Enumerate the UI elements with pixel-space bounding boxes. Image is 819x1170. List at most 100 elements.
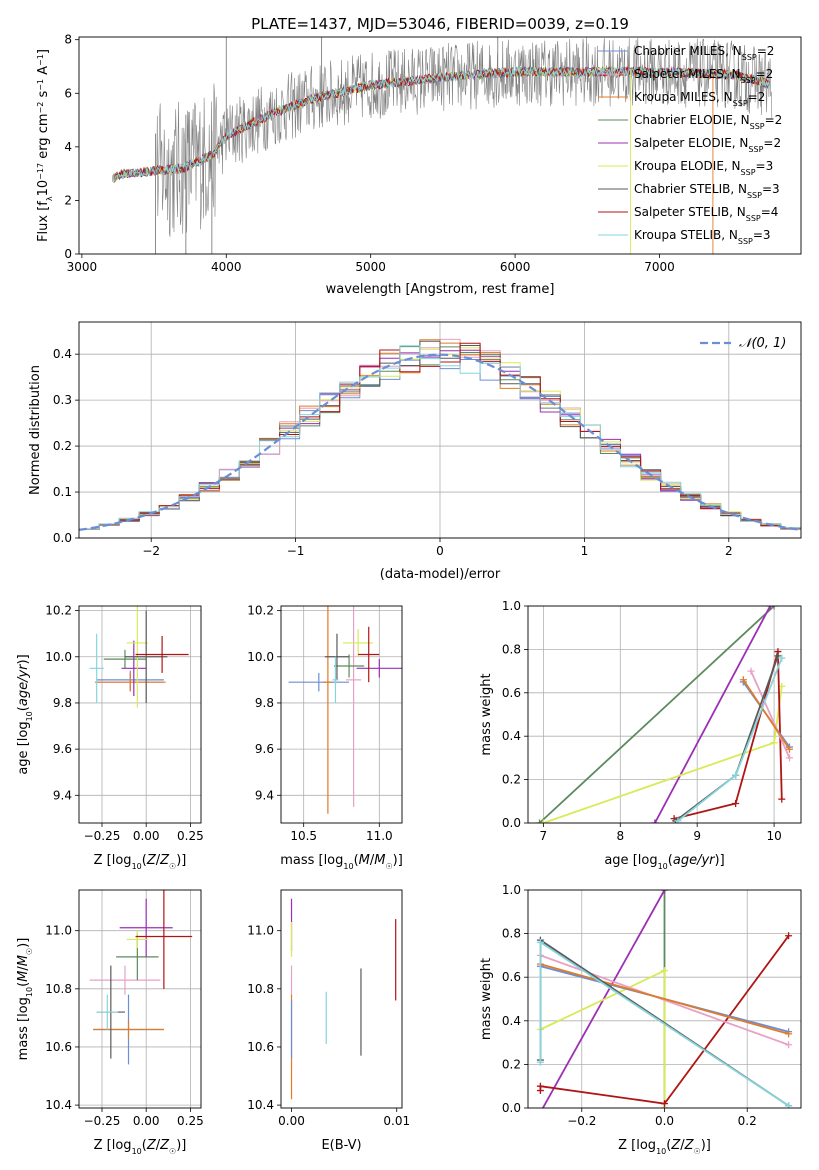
axes-frame — [78, 36, 802, 255]
panel-mass-vs-Z: −0.25 0.00 0.25 10.4 10.6 10.8 11.0 Z [log10(Z/… — [16, 889, 204, 1156]
errorbar-point — [356, 659, 402, 678]
x-tick-label: 0.25 — [177, 829, 204, 843]
y-tick-label: 1.0 — [502, 883, 521, 897]
panel-mass-vs-ebv: 0.00 0.01 10.4 10.6 10.8 11.0 E(B-V) — [247, 889, 410, 1153]
x-tick-label: 0.00 — [133, 829, 160, 843]
y-tick-label: 11.0 — [247, 924, 274, 938]
x-axis-label: wavelength [Angstrom, rest frame] — [326, 282, 555, 297]
x-tick-label: 7 — [540, 829, 548, 843]
x-tick-label: 0.0 — [655, 1114, 674, 1128]
y-tick-label: 0.2 — [502, 773, 521, 787]
weight-series — [739, 676, 793, 753]
y-tick-label: 6 — [64, 86, 72, 100]
weight-line — [742, 679, 791, 750]
weight-marker — [536, 1082, 544, 1090]
y-tick-label: 9.4 — [255, 788, 274, 802]
y-tick-label: 0.3 — [53, 393, 72, 407]
weight-series — [747, 667, 793, 762]
y-tick-label: 10.8 — [45, 982, 72, 996]
plot-area — [111, 37, 773, 254]
y-tick-label: 0.4 — [502, 729, 521, 743]
axes-frame — [78, 605, 202, 824]
y-tick-label: 2 — [64, 193, 72, 207]
weight-series — [541, 890, 668, 1108]
plot-area — [288, 606, 402, 814]
weight-marker — [732, 799, 740, 807]
weight-line — [538, 606, 775, 823]
y-tick-label: 0.0 — [53, 531, 72, 545]
x-tick-label: −0.2 — [567, 1114, 596, 1128]
y-axis-label: mass [log10(M/M☉)] — [16, 938, 34, 1061]
x-tick-label: 11.0 — [366, 829, 393, 843]
x-tick-label: 0.00 — [133, 1114, 160, 1128]
y-tick-label: 10.4 — [45, 1098, 72, 1112]
weight-marker — [785, 932, 793, 940]
weight-marker — [536, 1058, 544, 1066]
errorbar-point — [323, 606, 333, 814]
x-tick-label: 4000 — [211, 260, 242, 274]
y-axis-label: mass weight — [479, 673, 494, 755]
y-tick-label: 9.8 — [53, 696, 72, 710]
y-axis-label: mass weight — [479, 958, 494, 1040]
plot-area — [89, 606, 189, 708]
plot-area — [89, 890, 193, 1065]
y-tick-label: 0.2 — [502, 1057, 521, 1071]
x-axis-label: E(B-V) — [321, 1138, 361, 1153]
histogram-series — [79, 345, 801, 530]
plot-area — [79, 338, 801, 531]
weight-marker — [661, 1100, 668, 1108]
y-tick-label: 0.2 — [53, 439, 72, 453]
legend-entry: Chabrier STELIB, NSSP=3 — [634, 182, 780, 200]
plot-area — [536, 890, 793, 1108]
weight-marker — [785, 1030, 793, 1038]
weight-line — [750, 670, 791, 759]
y-tick-label: 0.8 — [502, 642, 521, 656]
axes-frame — [78, 889, 202, 1109]
x-tick-label: 9 — [693, 829, 701, 843]
x-tick-label: 10 — [766, 829, 781, 843]
x-axis-label: (data-model)/error — [380, 567, 501, 582]
legend: 𝒩(0, 1) — [700, 336, 786, 351]
weight-marker — [732, 771, 740, 779]
y-tick-label: 0.6 — [502, 970, 521, 984]
weight-series — [536, 932, 793, 1108]
x-tick-label: 0.01 — [383, 1114, 410, 1128]
y-tick-label: 0.8 — [502, 927, 521, 941]
errorbar-point — [89, 965, 161, 995]
y-tick-label: 8 — [64, 33, 72, 47]
errorbar-point — [332, 656, 339, 703]
panel-weight-vs-age: 7 8 9 10 0.0 0.2 0.4 0.6 0.8 1.0 age [log10(age/yr… — [479, 599, 802, 871]
weight-line — [673, 651, 783, 820]
x-tick-label: 0.2 — [738, 1114, 757, 1128]
x-tick-label: 0.00 — [278, 1114, 305, 1128]
x-tick-label: −0.25 — [84, 829, 121, 843]
x-tick-label: 8 — [616, 829, 624, 843]
panel-age-vs-Z: −0.25 0.00 0.25 9.4 9.6 9.8 10.0 10.2 Z [log10(Z… — [16, 604, 204, 871]
y-tick-label: 0.0 — [502, 1101, 521, 1115]
weight-marker — [785, 1102, 793, 1108]
errorbar-point — [93, 1020, 164, 1039]
weight-marker — [778, 654, 786, 662]
errorbar-point — [358, 626, 380, 683]
weight-marker — [785, 745, 793, 753]
x-tick-label: 3000 — [67, 260, 98, 274]
y-tick-label: 10.4 — [247, 1098, 274, 1112]
x-axis-label: mass [log10(M/M☉)] — [280, 853, 403, 871]
legend-entry: 𝒩(0, 1) — [739, 336, 786, 351]
legend-entry: Chabrier ELODIE, NSSP=2 — [634, 113, 782, 131]
weight-series — [674, 654, 786, 823]
errorbar-point — [126, 930, 148, 949]
panel-weight-vs-Z: −0.2 0.0 0.2 0.0 0.2 0.4 0.6 0.8 1.0 Z [log10(Z/Z… — [479, 883, 802, 1156]
y-axis-label: age [log10(age/yr)] — [16, 654, 34, 774]
legend-entry: Salpeter MILES, NSSP=2 — [634, 67, 773, 85]
x-tick-label: 0 — [436, 544, 444, 558]
errorbar-point — [94, 672, 166, 692]
errorbar-point — [288, 672, 350, 692]
x-tick-label: 10.5 — [290, 829, 317, 843]
legend-entry: Kroupa MILES, NSSP=2 — [634, 90, 765, 108]
errorbar-point — [121, 640, 147, 697]
weight-marker — [536, 819, 544, 823]
x-tick-label: 6000 — [500, 260, 531, 274]
axes-frame — [280, 605, 403, 824]
